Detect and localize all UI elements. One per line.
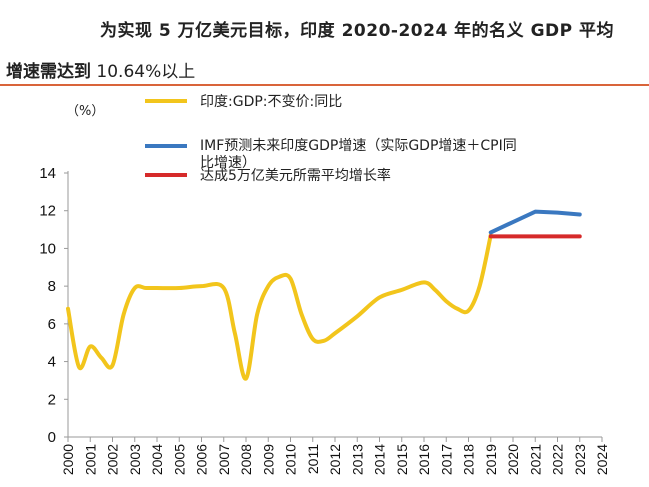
x-tick-label: 2021 bbox=[527, 444, 543, 475]
x-tick-label: 2001 bbox=[82, 444, 98, 475]
x-tick-label: 2019 bbox=[483, 444, 499, 475]
x-tick-label: 2013 bbox=[349, 444, 365, 475]
chart-title-line1: 为实现 5 万亿美元目标，印度 2020-2024 年的名义 GDP 平均 bbox=[100, 21, 615, 41]
x-tick-label: 2003 bbox=[127, 444, 143, 475]
x-tick-label: 2014 bbox=[372, 444, 388, 475]
x-tick-label: 2000 bbox=[60, 444, 76, 475]
y-tick-label: 2 bbox=[48, 391, 56, 408]
x-tick-label: 2009 bbox=[260, 444, 276, 475]
x-tick-label: 2010 bbox=[283, 444, 299, 475]
y-tick-label: 4 bbox=[48, 354, 56, 371]
y-tick-label: 12 bbox=[39, 203, 56, 220]
x-tick-label: 2011 bbox=[305, 444, 321, 474]
y-tick-label: 0 bbox=[48, 429, 56, 446]
x-tick-label: 2007 bbox=[216, 444, 232, 475]
chart-title-line2-value: 10.64%以上 bbox=[91, 62, 196, 82]
x-tick-label: 2012 bbox=[327, 444, 343, 475]
y-axis-ticks: 0 2 4 6 8 10 12 14 bbox=[39, 165, 68, 446]
legend-label-imf-line1: IMF预测未来印度GDP增速（实际GDP增速＋CPI同 bbox=[200, 138, 517, 154]
y-axis-unit-label: （%） bbox=[66, 104, 104, 119]
y-tick-label: 10 bbox=[39, 240, 56, 257]
series-line-imf bbox=[488, 209, 582, 235]
y-tick-label: 6 bbox=[48, 316, 56, 333]
x-tick-label: 2022 bbox=[550, 444, 566, 475]
chart-title-line2: 增速需达到 10.64%以上 bbox=[6, 57, 195, 82]
legend: 印度:GDP:不变价:同比 IMF预测未来印度GDP增速（实际GDP增速＋CPI… bbox=[145, 94, 517, 184]
x-tick-label: 2016 bbox=[416, 444, 432, 475]
chart-title-line2-prefix: 增速需达到 bbox=[6, 62, 91, 82]
x-tick-label: 2006 bbox=[194, 444, 210, 475]
x-tick-label: 2005 bbox=[171, 444, 187, 475]
x-tick-label: 2002 bbox=[105, 444, 121, 475]
legend-label-imf-line2: 比增速） bbox=[200, 155, 256, 171]
x-tick-label: 2004 bbox=[149, 444, 165, 475]
legend-label-gdp: 印度:GDP:不变价:同比 bbox=[200, 94, 342, 110]
x-axis-ticks: 2000 2001 2002 2003 2004 2005 2006 2007 2008 2009… bbox=[60, 437, 610, 475]
x-tick-label: 2018 bbox=[461, 444, 477, 475]
title-divider bbox=[0, 84, 649, 86]
x-tick-label: 2024 bbox=[594, 444, 610, 475]
x-tick-label: 2015 bbox=[394, 444, 410, 475]
series-line-gdp bbox=[66, 233, 493, 381]
x-tick-label: 2017 bbox=[438, 444, 454, 475]
x-tick-label: 2020 bbox=[505, 444, 521, 475]
x-tick-label: 2023 bbox=[572, 444, 588, 475]
legend-label-target: 达成5万亿美元所需平均增长率 bbox=[200, 167, 391, 184]
x-tick-label: 2008 bbox=[238, 444, 254, 475]
series-lines bbox=[66, 209, 582, 381]
axes bbox=[67, 171, 602, 438]
y-tick-label: 8 bbox=[48, 278, 56, 295]
y-tick-label: 14 bbox=[39, 165, 56, 182]
